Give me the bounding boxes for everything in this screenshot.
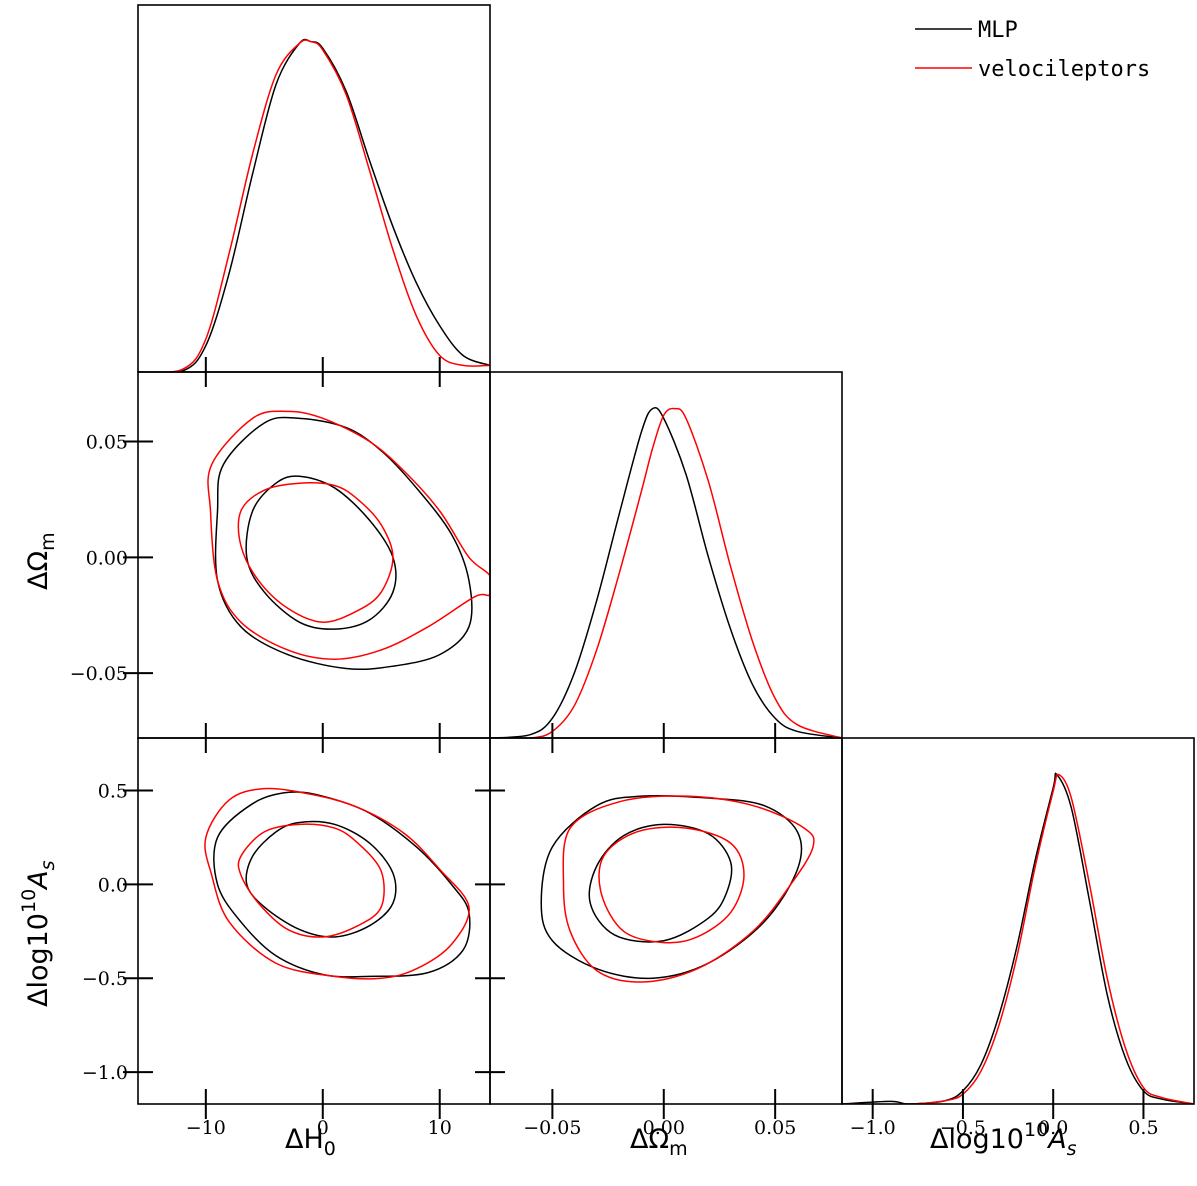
panel-frame-H0-H0	[137, 4, 491, 373]
contour-panel-H0-Om	[207, 410, 490, 671]
contour-velocileptors-level-1	[562, 795, 815, 983]
marginal-Om	[490, 406, 842, 738]
contour-panel-H0-As	[204, 787, 471, 980]
panel-frame-H0-As	[137, 737, 491, 1105]
ytick-label-As: −0.5	[82, 968, 128, 990]
xtick-label-Om: 0.00	[643, 1117, 685, 1139]
ytick-label-As: −1.0	[82, 1062, 128, 1084]
xtick-label-Om: 0.05	[754, 1117, 796, 1139]
legend: MLP velocileptors	[915, 18, 1150, 82]
legend-label-velocileptors: velocileptors	[978, 57, 1150, 82]
contour-mlp-level-2	[245, 820, 397, 938]
ytick-label-Om: −0.05	[70, 663, 128, 685]
marginal-As	[842, 772, 1194, 1104]
panel-frame-As-As	[841, 737, 1195, 1105]
contour-mlp-level-1	[214, 416, 473, 671]
xtick-label-H0: 10	[428, 1117, 452, 1139]
contour-velocileptors-level-2	[598, 826, 745, 944]
contour-mlp-level-1	[540, 794, 803, 980]
contour-mlp-level-2	[588, 823, 733, 943]
marginal-curve-mlp	[842, 772, 1194, 1104]
xlabel-log10as: Δlog1010As	[930, 1119, 1077, 1160]
xtick-label-As: 0.0	[1038, 1117, 1068, 1139]
contour-velocileptors-level-1	[204, 787, 470, 980]
contour-velocileptors-level-1	[207, 410, 490, 660]
panels-layer: −10 0 10 −0.05 0.00 0.05 −1.0 −0.5 0.0 0.5 0.05 0.0…	[70, 4, 1195, 1139]
ytick-label-As: 0.0	[98, 874, 128, 896]
marginal-curve-velocileptors	[138, 39, 490, 372]
ylabel-omega-m: ΔΩm	[23, 532, 59, 590]
marginal-curve-velocileptors	[842, 773, 1194, 1104]
xlabel-h0: ΔH0	[285, 1124, 336, 1160]
ytick-label-As: 0.5	[98, 781, 128, 803]
contour-mlp-level-1	[213, 791, 471, 978]
panel-frame-H0-Om	[137, 371, 491, 739]
xtick-label-As: −1.0	[850, 1117, 896, 1139]
xlabel-omega-m: ΔΩm	[630, 1124, 688, 1160]
contour-velocileptors-level-2	[237, 482, 394, 623]
panel-frame-Om-Om	[489, 371, 843, 739]
ytick-label-Om: 0.00	[86, 547, 128, 569]
xtick-label-H0: −10	[186, 1117, 226, 1139]
legend-label-mlp: MLP	[978, 18, 1018, 43]
contour-mlp-level-2	[245, 475, 397, 630]
marginal-curve-mlp	[490, 406, 842, 738]
marginal-curve-velocileptors	[490, 407, 842, 738]
xtick-label-As: 0.5	[1128, 1117, 1158, 1139]
xtick-label-As: −0.5	[940, 1117, 986, 1139]
xtick-label-H0: 0	[317, 1117, 329, 1139]
ylabel-log10as: Δlog1010As	[18, 860, 59, 1007]
xtick-label-Om: −0.05	[523, 1117, 581, 1139]
marginal-curve-mlp	[138, 38, 490, 372]
ytick-label-Om: 0.05	[86, 431, 128, 453]
contour-panel-Om-As	[540, 794, 815, 983]
contour-velocileptors-level-2	[237, 823, 385, 938]
panel-frame-Om-As	[489, 737, 843, 1105]
marginal-H0	[138, 38, 490, 372]
